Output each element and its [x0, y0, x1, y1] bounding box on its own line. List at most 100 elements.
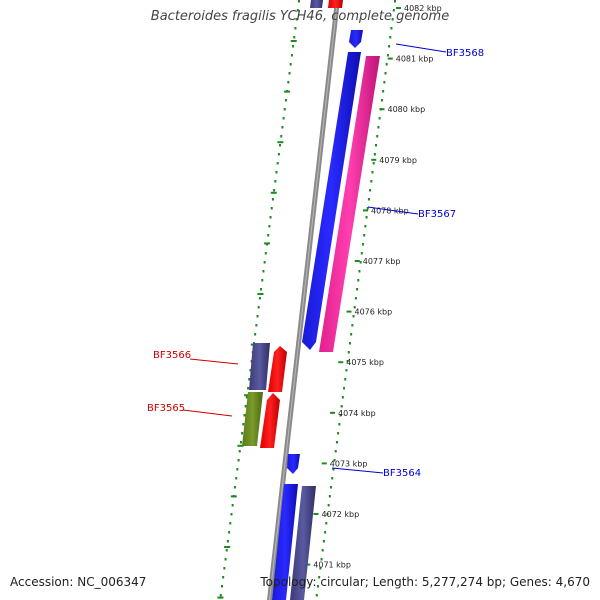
rail-dot	[386, 54, 389, 57]
rail-dot	[331, 477, 334, 480]
rail-dot	[239, 441, 242, 444]
rail-dot	[237, 459, 240, 462]
rail-dot	[293, 36, 296, 39]
rail-dash	[277, 141, 284, 144]
rail-dot	[321, 549, 324, 552]
backbone-highlight	[269, 0, 338, 600]
rail-dot	[320, 558, 323, 561]
rail-dot	[284, 99, 287, 102]
rail-dot	[220, 585, 223, 588]
rail-dot	[385, 63, 388, 66]
rail-dot	[338, 423, 341, 426]
rail-dot	[364, 225, 367, 228]
rail-dot	[319, 567, 322, 570]
rail-dot	[264, 252, 267, 255]
rail-dash	[290, 40, 297, 42]
rail-dot	[260, 288, 263, 291]
scale-tick-label: 4072 kbp	[322, 510, 360, 519]
rail-dot	[256, 315, 259, 318]
rail-dot	[367, 198, 370, 201]
rail-dot	[294, 27, 297, 30]
rail-dot	[390, 27, 393, 30]
rail-dot	[325, 522, 328, 525]
rail-dot	[262, 270, 265, 273]
gene-blue-long	[302, 52, 361, 350]
gene-label-bf3568[interactable]: BF3568	[446, 48, 484, 59]
rail-dot	[276, 162, 279, 165]
rail-dot	[228, 531, 231, 534]
gene-bottom-slate	[290, 486, 316, 600]
rail-dot	[359, 261, 362, 264]
rail-dot	[258, 297, 261, 300]
rail-dot	[223, 567, 226, 570]
rail-dot	[339, 414, 342, 417]
rail-dot	[362, 243, 365, 246]
gene-label-bf3566[interactable]: BF3566	[153, 350, 191, 361]
rail-dot	[270, 207, 273, 210]
rail-dot	[244, 405, 247, 408]
rail-dot	[295, 18, 298, 21]
rail-dot	[370, 180, 373, 183]
scale-tick-label: 4077 kbp	[363, 257, 401, 266]
scale-tick-label: 4082 kbp	[404, 4, 442, 13]
rail-dot	[391, 18, 394, 21]
rail-dot	[274, 180, 277, 183]
rail-dot	[353, 306, 356, 309]
rail-dot	[280, 135, 283, 138]
scale-tick-label: 4079 kbp	[379, 156, 417, 165]
gene-bf3566-slate	[249, 343, 270, 390]
gene-label-bf3567[interactable]: BF3567	[418, 209, 456, 220]
gene-labels: BF3568 BF3567 BF3566 BF3565 BF3564	[147, 48, 484, 479]
rail-dot	[326, 513, 329, 516]
rail-dot	[335, 441, 338, 444]
genome-summary-text: Topology: circular; Length: 5,277,274 bp…	[260, 575, 590, 589]
rail-dot	[352, 315, 355, 318]
rail-dash	[264, 242, 271, 245]
rail-dot	[249, 369, 252, 372]
rail-dot	[247, 387, 250, 390]
rail-dot	[261, 279, 264, 282]
rail-dot	[382, 90, 385, 93]
accession-text: Accession: NC_006347	[10, 575, 147, 589]
scale-tick-label: 4080 kbp	[388, 105, 426, 114]
rail-dot	[392, 9, 395, 12]
rail-dot	[298, 0, 300, 3]
gene-pink-long	[319, 56, 380, 352]
rail-dash	[237, 444, 244, 447]
rail-dot	[377, 126, 380, 129]
gene-label-bf3564[interactable]: BF3564	[383, 468, 421, 479]
rail-dot	[316, 585, 319, 588]
rail-dot	[380, 99, 383, 102]
rail-dot	[346, 360, 349, 363]
rail-dot	[388, 45, 391, 48]
rail-dot	[287, 81, 290, 84]
rail-dot	[225, 549, 228, 552]
scale-tick-label: 4074 kbp	[338, 409, 376, 418]
rail-dot	[337, 432, 340, 435]
rail-dot	[366, 207, 369, 210]
rail-dot	[236, 468, 239, 471]
rail-dot	[269, 216, 272, 219]
rail-dot	[351, 324, 354, 327]
rail-dot	[290, 54, 293, 57]
rail-dot	[330, 486, 333, 489]
genes	[242, 0, 380, 600]
gene-label-bf3565[interactable]: BF3565	[147, 403, 185, 414]
scale-tick-label: 4075 kbp	[346, 358, 384, 367]
rail-dot	[376, 135, 379, 138]
rail-dot	[254, 333, 257, 336]
rail-dot	[354, 297, 357, 300]
rail-dot	[234, 486, 237, 489]
rail-dot	[275, 171, 278, 174]
rail-dot	[296, 9, 299, 12]
rail-dot	[360, 252, 363, 255]
rail-dash	[284, 90, 291, 93]
rail-dot	[224, 558, 227, 561]
rail-dot	[365, 216, 368, 219]
gene-bf3566-red	[268, 346, 287, 392]
rail-dot	[273, 189, 276, 192]
rail-dot	[231, 504, 234, 507]
gene-top-red	[328, 0, 343, 8]
rail-dot	[341, 396, 344, 399]
